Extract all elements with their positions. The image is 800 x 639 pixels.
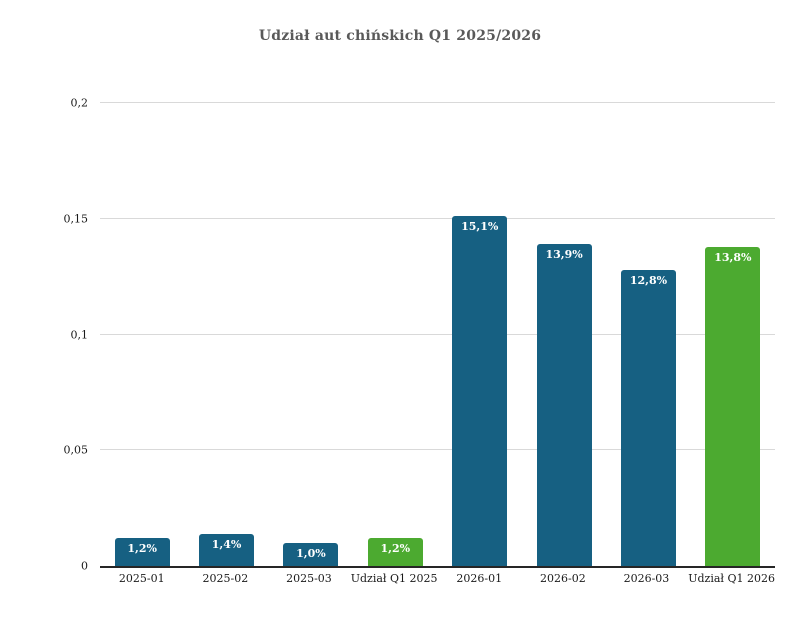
bar-value-label: 1,2% [380,542,411,556]
x-axis-tick-label: 2025-02 [202,572,249,585]
bar-slot: 1,2% [100,103,184,566]
chart-title: Udział aut chińskich Q1 2025/2026 [258,28,542,44]
bar-udział-q1-2025: 1,2% [367,538,423,566]
bar-slot: 1,4% [184,103,268,566]
bar-2026-01: 15,1% [452,216,508,566]
x-axis-tick-label: 2026-01 [456,572,503,585]
bar-2025-02: 1,4% [199,533,255,566]
bar-value-label: 13,9% [545,248,583,262]
bar-value-label: 15,1% [461,220,499,234]
gridline [100,449,775,451]
bar-slot: 15,1% [438,103,522,566]
y-axis: 0 0,05 0,1 0,15 0,2 [0,97,89,573]
bar-value-label: 1,4% [211,537,242,551]
bar-2025-01: 1,2% [114,538,170,566]
y-axis-tick-label: 0,2 [70,96,89,110]
plot-area: 1,2% 1,4% 1,0% 1,2% 15,1% 13,9% 12,8% 13,8% [100,102,775,568]
y-axis-tick-label: 0 [81,559,88,573]
x-axis-tick-label: 2026-03 [623,572,670,585]
y-axis-tick-label: 0,1 [70,328,89,341]
y-axis-tick-label: 0,15 [63,212,89,226]
bars-row: 1,2% 1,4% 1,0% 1,2% 15,1% 13,9% 12,8% 13,8% [100,103,775,566]
gridline [100,102,775,103]
x-axis-tick-label: Udział Q1 2026 [688,572,775,585]
y-axis-tick-label: 0,05 [63,443,89,457]
bar-slot: 1,2% [353,103,437,566]
bar-value-label: 1,0% [296,546,326,560]
x-axis-tick-label: 2025-03 [286,572,332,585]
bar-2025-03: 1,0% [283,542,339,566]
x-axis: 2025-01 2025-02 2025-03 Udział Q1 2025 2026-… [100,572,775,585]
gridline [100,217,775,219]
gridline [100,333,775,335]
bar-slot: 13,8% [691,103,775,566]
x-axis-tick-label: Udział Q1 2025 [350,572,438,585]
bar-slot: 12,8% [606,103,690,566]
bar-udział-q1-2026: 13,8% [705,246,761,566]
bar-value-label: 12,8% [629,273,668,287]
bar-value-label: 13,8% [714,250,752,264]
x-axis-tick-label: 2026-02 [540,572,586,585]
bar-slot: 1,0% [269,103,353,566]
bar-value-label: 1,2% [127,542,157,556]
x-axis-tick-label: 2025-01 [118,572,165,585]
bar-slot: 13,9% [522,103,606,566]
bar-2026-03: 12,8% [620,269,676,566]
bar-2026-02: 13,9% [536,244,592,566]
